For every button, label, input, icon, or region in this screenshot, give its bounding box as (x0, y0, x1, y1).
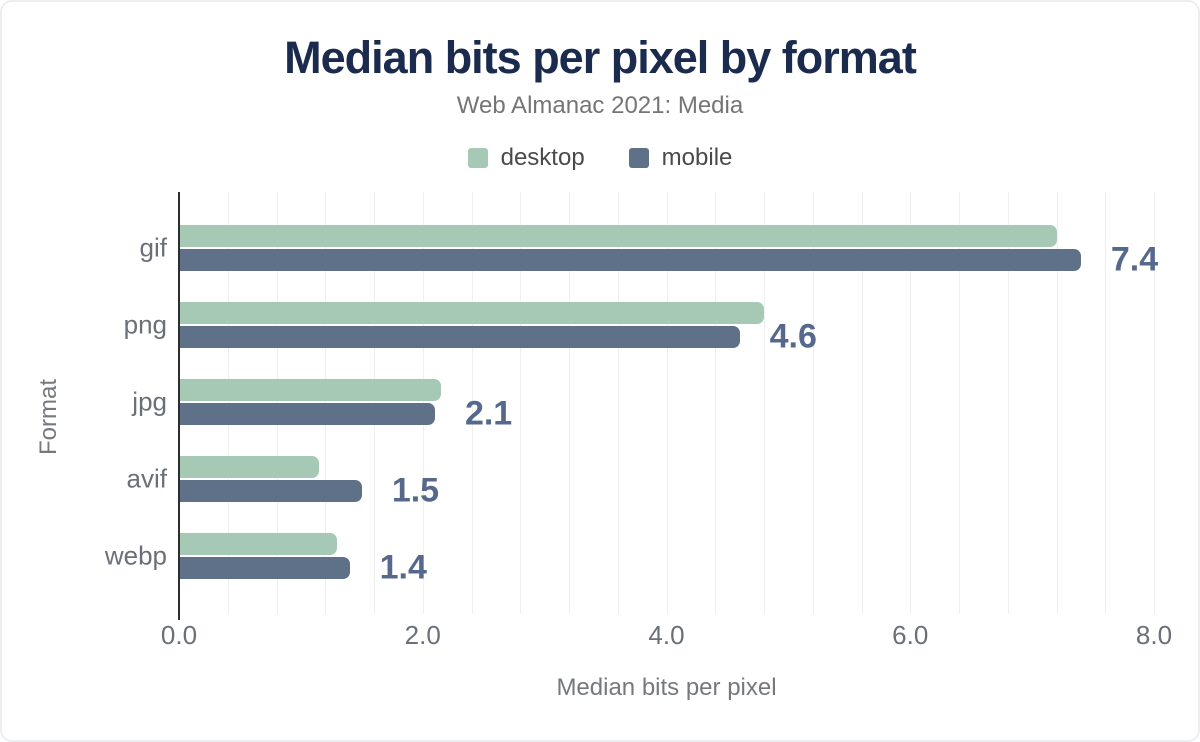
y-axis-line (178, 192, 180, 620)
category-label-jpg: jpg (132, 386, 167, 417)
bar-desktop-jpg[interactable] (179, 379, 442, 401)
bar-desktop-avif[interactable] (179, 456, 320, 478)
chart-title: Median bits per pixel by format (284, 32, 917, 83)
plot-area (179, 192, 1155, 614)
bar-mobile-gif[interactable] (179, 249, 1081, 271)
desktop-swatch-icon (467, 148, 488, 168)
category-label-png: png (123, 309, 167, 340)
category-label-webp: webp (104, 540, 167, 571)
legend-item-desktop[interactable]: desktop (467, 144, 585, 172)
x-tick-8.0: 8.0 (1135, 620, 1173, 650)
bar-desktop-webp[interactable] (179, 533, 338, 555)
category-label-avif: avif (126, 463, 167, 494)
bar-mobile-avif[interactable] (179, 480, 362, 502)
legend-label-mobile: mobile (661, 144, 733, 171)
legend-label-desktop: desktop (500, 144, 585, 171)
x-tick-6.0: 6.0 (892, 620, 929, 650)
chart-subtitle: Web Almanac 2021: Media (456, 92, 744, 119)
gridline (715, 192, 717, 614)
gridline (959, 192, 960, 614)
bar-mobile-png[interactable] (179, 326, 740, 348)
gridline (812, 192, 814, 614)
bar-mobile-jpg[interactable] (179, 403, 435, 425)
gridline (1007, 192, 1009, 614)
gridline (1105, 192, 1107, 614)
legend-item-mobile[interactable]: mobile (628, 144, 733, 172)
gridline (861, 192, 863, 614)
x-axis-title: Median bits per pixel (556, 674, 777, 701)
bar-desktop-gif[interactable] (179, 225, 1057, 247)
gridline (569, 192, 570, 614)
bar-desktop-png[interactable] (179, 302, 764, 324)
gridline (1056, 192, 1058, 614)
gridline (910, 192, 912, 614)
y-axis-title: Format (35, 378, 62, 455)
gridline (1154, 192, 1155, 614)
x-tick-2.0: 2.0 (404, 620, 441, 650)
value-label-jpg: 2.1 (464, 394, 513, 433)
gridline (520, 192, 522, 614)
gridline (617, 192, 619, 614)
legend: desktop mobile (2, 144, 1198, 172)
value-label-avif: 1.5 (391, 471, 440, 510)
category-label-gif: gif (139, 232, 167, 263)
gridline (764, 192, 765, 614)
value-label-gif: 7.4 (1110, 240, 1159, 279)
gridline (471, 192, 473, 614)
x-tick-4.0: 4.0 (648, 620, 685, 650)
x-tick-0.0: 0.0 (160, 620, 198, 650)
bar-mobile-webp[interactable] (179, 557, 350, 579)
gridline (666, 192, 668, 614)
mobile-swatch-icon (628, 148, 649, 168)
value-label-webp: 1.4 (379, 548, 427, 587)
value-label-png: 4.6 (769, 317, 817, 356)
